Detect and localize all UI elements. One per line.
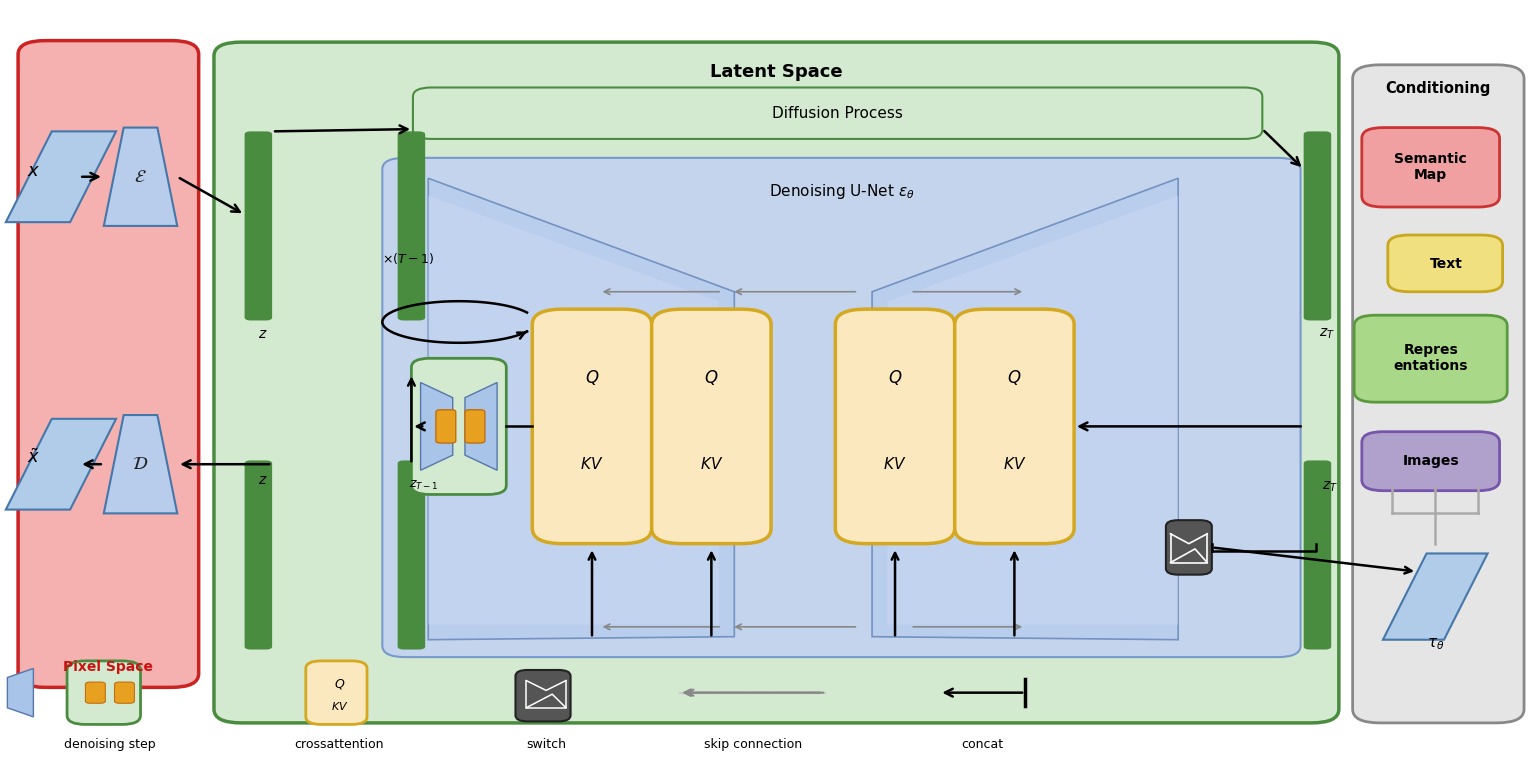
FancyBboxPatch shape	[465, 410, 485, 443]
FancyBboxPatch shape	[412, 358, 507, 495]
FancyBboxPatch shape	[836, 309, 955, 543]
Text: $Q$: $Q$	[888, 368, 902, 387]
Text: $KV$: $KV$	[1003, 456, 1026, 472]
FancyBboxPatch shape	[398, 131, 425, 321]
FancyBboxPatch shape	[214, 42, 1339, 723]
FancyBboxPatch shape	[413, 88, 1263, 139]
Text: $KV$: $KV$	[700, 456, 723, 472]
Text: Denoising U-Net $\epsilon_\theta$: Denoising U-Net $\epsilon_\theta$	[768, 182, 914, 201]
Polygon shape	[104, 127, 177, 226]
Text: $Q$: $Q$	[703, 368, 719, 387]
Text: $KV$: $KV$	[883, 456, 906, 472]
Text: $Q$: $Q$	[585, 368, 599, 387]
FancyBboxPatch shape	[1166, 520, 1212, 575]
FancyBboxPatch shape	[86, 682, 106, 703]
FancyBboxPatch shape	[955, 309, 1074, 543]
Text: Text: Text	[1430, 257, 1462, 271]
FancyBboxPatch shape	[1389, 235, 1502, 292]
Polygon shape	[888, 196, 1178, 625]
Text: Images: Images	[1402, 454, 1459, 468]
Text: $\tau_\theta$: $\tau_\theta$	[1427, 637, 1444, 652]
Polygon shape	[6, 419, 117, 510]
Polygon shape	[429, 196, 719, 625]
FancyBboxPatch shape	[18, 40, 198, 687]
FancyBboxPatch shape	[436, 410, 456, 443]
FancyBboxPatch shape	[1362, 432, 1499, 491]
FancyBboxPatch shape	[1362, 127, 1499, 207]
FancyBboxPatch shape	[244, 131, 272, 321]
Text: Pixel Space: Pixel Space	[63, 660, 154, 674]
Text: $z_{T-1}$: $z_{T-1}$	[409, 479, 438, 492]
Text: $z$: $z$	[258, 473, 267, 487]
Polygon shape	[6, 131, 117, 223]
Text: concat: concat	[962, 738, 1003, 751]
FancyBboxPatch shape	[115, 682, 134, 703]
FancyBboxPatch shape	[244, 460, 272, 649]
Text: denoising step: denoising step	[65, 738, 155, 751]
FancyBboxPatch shape	[651, 309, 771, 543]
Text: $x$: $x$	[26, 162, 40, 180]
Text: crossattention: crossattention	[295, 738, 384, 751]
Text: skip connection: skip connection	[703, 738, 802, 751]
Text: $Q$: $Q$	[333, 677, 346, 690]
FancyBboxPatch shape	[1353, 65, 1524, 723]
Text: switch: switch	[527, 738, 567, 751]
Text: $Q$: $Q$	[1008, 368, 1021, 387]
Polygon shape	[8, 668, 34, 717]
Polygon shape	[429, 178, 734, 640]
Text: $z_T$: $z_T$	[1319, 327, 1335, 341]
Text: Conditioning: Conditioning	[1385, 82, 1491, 97]
Text: Diffusion Process: Diffusion Process	[773, 106, 903, 120]
Text: $KV$: $KV$	[581, 456, 604, 472]
Text: Latent Space: Latent Space	[710, 63, 843, 82]
Polygon shape	[1382, 553, 1487, 640]
Text: $z$: $z$	[258, 327, 267, 341]
Polygon shape	[872, 178, 1178, 640]
Text: Semantic
Map: Semantic Map	[1395, 152, 1467, 182]
FancyBboxPatch shape	[1304, 131, 1332, 321]
Polygon shape	[421, 383, 453, 470]
FancyBboxPatch shape	[533, 309, 651, 543]
Polygon shape	[104, 415, 177, 514]
Text: $\times(T-1)$: $\times(T-1)$	[382, 251, 435, 266]
FancyBboxPatch shape	[382, 158, 1301, 657]
FancyBboxPatch shape	[68, 661, 140, 725]
Text: $\mathcal{D}$: $\mathcal{D}$	[132, 455, 149, 473]
FancyBboxPatch shape	[1355, 315, 1507, 402]
Text: $z_T$: $z_T$	[1322, 479, 1338, 494]
Polygon shape	[465, 383, 498, 470]
Text: $KV$: $KV$	[330, 700, 349, 712]
FancyBboxPatch shape	[306, 661, 367, 725]
Text: Repres
entations: Repres entations	[1393, 343, 1468, 373]
Text: $\tilde{x}$: $\tilde{x}$	[26, 449, 40, 467]
FancyBboxPatch shape	[1304, 460, 1332, 649]
FancyBboxPatch shape	[516, 670, 570, 722]
Text: $\mathcal{E}$: $\mathcal{E}$	[134, 168, 147, 186]
FancyBboxPatch shape	[398, 460, 425, 649]
